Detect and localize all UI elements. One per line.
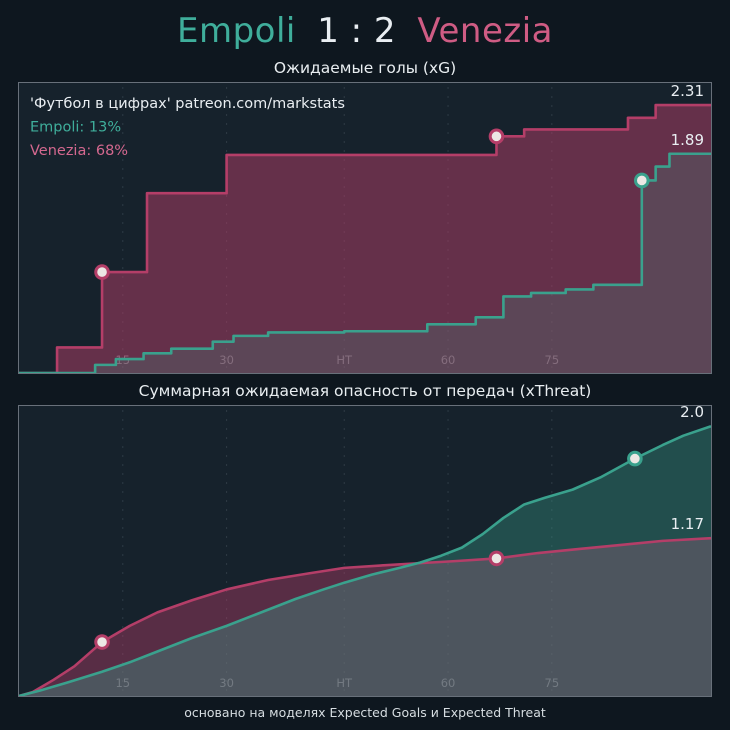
xthreat-chart-title: Суммарная ожидаемая опасность от передач… <box>138 382 592 401</box>
xthreat-chart-panel: 15 30 HT 60 75 1.17 2.0 <box>18 405 712 698</box>
empoli-xthreat-area <box>19 426 711 697</box>
chart-annotation: Venezia: 68% <box>30 143 128 159</box>
empoli-xthreat-goal-marker <box>627 450 643 467</box>
match-score: 1 : 2 <box>317 11 397 51</box>
empoli-xg-final-value-label: 1.89 <box>671 131 704 149</box>
venezia-xthreat-area <box>19 538 711 697</box>
venezia-xthreat-final-value-label: 1.17 <box>671 515 704 533</box>
footer-note: основано на моделях Expected Goals и Exp… <box>184 705 546 721</box>
venezia-xg-goal-marker <box>94 264 110 280</box>
match-header: Empoli 1 : 2 Venezia <box>18 0 712 51</box>
x-tick-label: 60 <box>441 676 456 690</box>
away-team-name: Venezia <box>417 11 553 51</box>
venezia-xg-area <box>19 105 711 374</box>
venezia-xg-line <box>19 103 711 374</box>
xg-chart-section: Ожидаемые голы (xG) 1530HT60752.311.89'Ф… <box>18 59 712 375</box>
empoli-xg-line <box>19 152 711 374</box>
empoli-xg-goal-marker <box>634 172 650 189</box>
home-team-name: Empoli <box>177 11 296 51</box>
x-tick-label: 30 <box>219 676 234 690</box>
xthreat-chart: 15 30 HT 60 75 1.17 2.0 <box>19 406 711 697</box>
venezia-xthreat-goal-marker <box>94 634 110 650</box>
chart-annotation: 'Футбол в цифрах' patreon.com/markstats <box>30 96 345 112</box>
empoli-xthreat-final-value-label: 2.0 <box>680 406 704 421</box>
x-tick-label: 15 <box>115 676 130 690</box>
x-tick-label: 75 <box>545 676 560 690</box>
empoli-xg-area <box>19 153 711 374</box>
xg-chart: 1530HT60752.311.89'Футбол в цифрах' patr… <box>19 83 711 374</box>
empoli-xthreat-line <box>19 425 711 697</box>
venezia-xg-final-value-label: 2.31 <box>671 83 704 100</box>
venezia-xthreat-goal-marker <box>488 550 505 567</box>
venezia-xg-goal-marker <box>488 128 505 145</box>
venezia-xthreat-line <box>19 536 711 697</box>
xg-chart-title: Ожидаемые голы (xG) <box>273 59 457 78</box>
chart-annotation: Empoli: 13% <box>30 120 121 136</box>
xg-chart-panel: 1530HT60752.311.89'Футбол в цифрах' patr… <box>18 82 712 375</box>
x-tick-label: HT <box>336 676 353 690</box>
xthreat-chart-section: Суммарная ожидаемая опасность от передач… <box>18 382 712 698</box>
